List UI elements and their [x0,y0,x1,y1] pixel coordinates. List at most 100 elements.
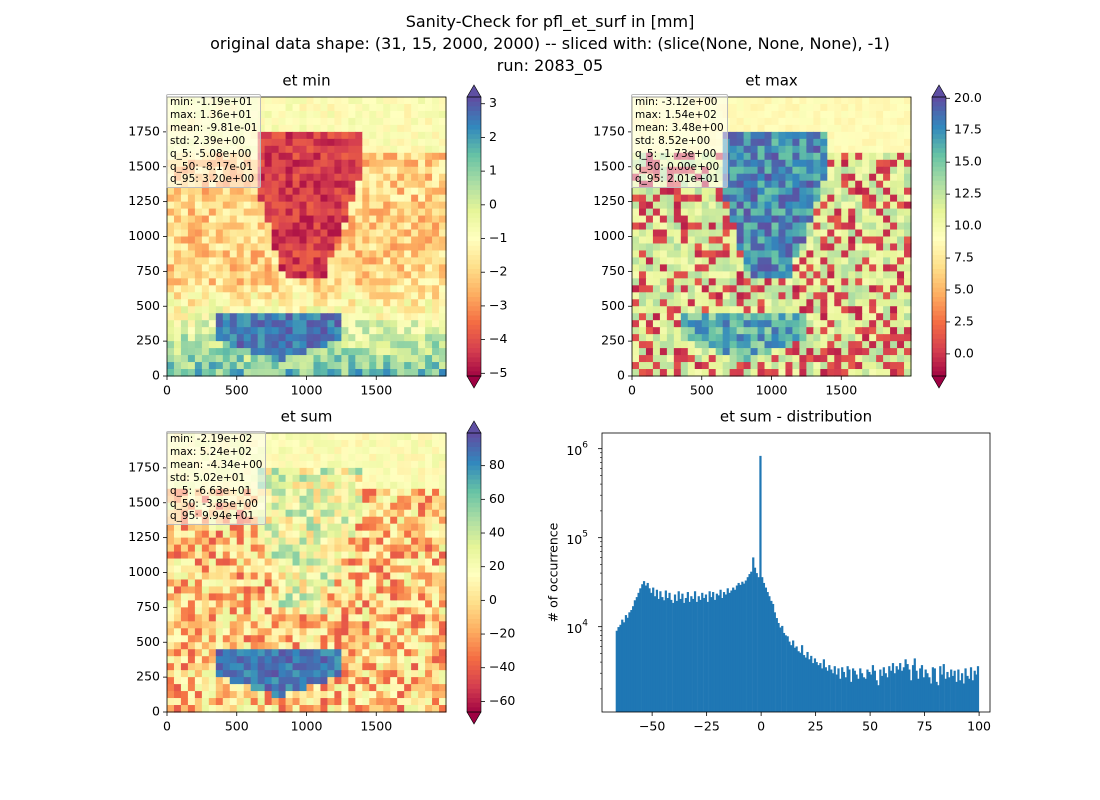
heatmap-cell [418,663,426,671]
heatmap-cell [236,628,245,636]
colorbar-segment [467,264,481,270]
heatmap-cell [848,341,856,349]
heatmap-cell [264,446,273,455]
heatmap-cell [222,607,231,615]
heatmap-cell [862,271,870,279]
heatmap-cell [369,320,377,328]
heatmap-cell [848,299,856,307]
heatmap-cell [243,215,252,224]
heatmap-cell [827,348,835,356]
heatmap-cell [355,474,363,483]
heatmap-cell [299,180,308,189]
heatmap-cell [369,537,377,546]
heatmap-cell [236,236,245,245]
heatmap-cell [897,285,905,293]
heatmap-cell [750,131,759,140]
heatmap-cell [201,635,210,643]
heatmap-cell [299,523,308,532]
heatmap-cell [834,103,842,112]
heatmap-cell [264,614,273,622]
heatmap-cell [180,215,189,224]
heatmap-cell [659,334,668,342]
heatmap-cell [257,229,266,238]
heatmap-cell [355,222,363,231]
heatmap-cell [264,439,273,448]
heatmap-cell [208,579,217,588]
heatmap-cell [320,110,329,119]
colorbar-tick-label: 0 [489,196,497,211]
heatmap-cell [404,586,412,595]
heatmap-cell [666,355,675,363]
heatmap-cell [666,222,675,231]
heatmap-cell [439,243,447,252]
heatmap-cell [278,180,287,189]
heatmap-cell [313,691,322,699]
heatmap-cell [355,649,363,657]
heatmap-cell [167,579,175,588]
heatmap-cell [236,579,245,588]
heatmap-cell [355,229,363,238]
heatmap-cell [348,446,356,455]
heatmap-cell [708,257,717,265]
colorbar-segment [467,362,481,368]
heatmap-cell [397,355,405,363]
heatmap-cell [341,453,349,462]
heatmap-cell [785,341,794,349]
heatmap-cell [397,334,405,342]
heatmap-cell [334,208,342,217]
heatmap-cell [418,138,426,147]
heatmap-cell [376,201,384,210]
heatmap-cell [890,194,898,203]
heatmap-cell [236,348,245,356]
heatmap-cell [285,334,294,342]
heatmap-cell [411,355,419,363]
heatmap-cell [743,173,752,182]
heatmap-cell [439,453,447,462]
heatmap-cell [334,677,342,685]
heatmap-cell [320,187,329,196]
heatmap-cell [736,201,745,210]
heatmap-cell [278,537,287,546]
heatmap-cell [229,537,238,546]
heatmap-cell [439,656,447,664]
heatmap-cell [897,313,905,321]
heatmap-cell [390,635,398,643]
heatmap-cell [841,257,849,265]
heatmap-cell [397,369,405,377]
heatmap-cell [201,705,210,713]
heatmap-cell [729,355,738,363]
heatmap-cell [397,348,405,356]
heatmap-cell [397,152,405,161]
heatmap-cell [827,103,835,112]
heatmap-cell [362,537,370,546]
heatmap-cell [722,320,731,328]
heatmap-cell [411,509,419,518]
heatmap-cell [243,593,252,601]
heatmap-cell [362,97,370,105]
heatmap-cell [834,215,842,224]
heatmap-cell [271,173,280,182]
heatmap-cell [187,201,196,210]
heatmap-cell [897,236,905,245]
heatmap-cell [306,306,315,314]
heatmap-cell [320,446,329,455]
heatmap-cell [869,299,877,307]
heatmap-cell [383,600,391,608]
heatmap-cell [806,271,814,279]
heatmap-cell [341,460,349,469]
heatmap-cell [383,215,391,224]
colorbar-segment [467,301,481,307]
heatmap-cell [404,173,412,182]
heatmap-cell [222,656,231,664]
heatmap-cell [306,117,315,126]
heatmap-cell [180,285,189,293]
heatmap-cell [418,551,426,560]
heatmap-cell [687,215,696,224]
heatmap-cell [680,320,689,328]
heatmap-cell [701,271,710,279]
heatmap-cell [376,649,384,657]
heatmap-cell [666,327,675,335]
heatmap-cell [418,180,426,189]
heatmap-cell [883,215,891,224]
heatmap-cell [257,670,266,678]
